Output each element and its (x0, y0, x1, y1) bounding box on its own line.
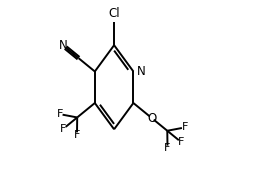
Text: F: F (164, 143, 171, 153)
Text: N: N (136, 65, 145, 78)
Text: F: F (74, 130, 80, 140)
Text: F: F (178, 137, 184, 147)
Text: F: F (181, 122, 188, 132)
Text: F: F (57, 109, 63, 119)
Text: N: N (59, 39, 68, 52)
Text: Cl: Cl (108, 7, 120, 20)
Text: F: F (60, 124, 67, 134)
Text: O: O (147, 112, 156, 125)
